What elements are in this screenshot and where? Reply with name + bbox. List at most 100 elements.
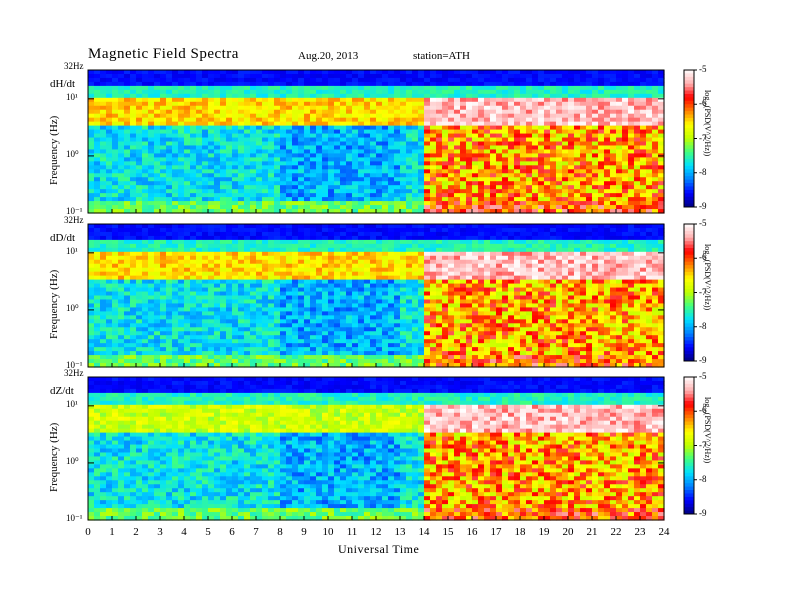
heatmap-cell <box>544 173 551 178</box>
heatmap-cell <box>472 85 479 91</box>
heatmap-cell <box>208 113 215 119</box>
heatmap-cell <box>250 93 257 99</box>
date-label: Aug.20, 2013 <box>298 50 359 62</box>
heatmap-cell <box>262 235 269 241</box>
heatmap-cell <box>232 323 239 328</box>
heatmap-cell <box>334 89 341 95</box>
heatmap-cell <box>322 125 329 131</box>
heatmap-cell <box>658 173 665 178</box>
heatmap-cell <box>274 101 281 107</box>
heatmap-cell <box>610 93 617 99</box>
heatmap-cell <box>496 201 503 206</box>
heatmap-cell <box>88 201 95 206</box>
heatmap-cell <box>658 141 665 147</box>
heatmap-cell <box>382 121 389 127</box>
heatmap-cell <box>172 323 179 328</box>
heatmap-cell <box>274 311 281 316</box>
heatmap-cell <box>322 327 329 332</box>
heatmap-cell <box>124 185 131 190</box>
heatmap-cell <box>322 113 329 119</box>
heatmap-cell <box>250 205 257 210</box>
heatmap-cell <box>592 157 599 162</box>
heatmap-cell <box>118 255 125 261</box>
heatmap-cell <box>202 267 209 273</box>
heatmap-cell <box>334 189 341 194</box>
heatmap-cell <box>256 209 263 214</box>
heatmap-cell <box>166 251 173 257</box>
heatmap-cell <box>208 307 215 312</box>
heatmap-cell <box>160 133 167 139</box>
heatmap-cell <box>190 177 197 182</box>
heatmap-cell <box>196 247 203 253</box>
heatmap-cell <box>556 169 563 174</box>
heatmap-cell <box>460 125 467 131</box>
heatmap-cell <box>532 81 539 87</box>
heatmap-cell <box>106 227 113 233</box>
heatmap-cell <box>208 247 215 253</box>
heatmap-cell <box>622 173 629 178</box>
heatmap-cell <box>232 197 239 202</box>
heatmap-cell <box>646 105 653 111</box>
heatmap-cell <box>94 343 101 348</box>
heatmap-cell <box>172 177 179 182</box>
heatmap-cell <box>358 157 365 162</box>
heatmap-cell <box>94 85 101 91</box>
heatmap-cell <box>268 259 275 265</box>
heatmap-cell <box>490 205 497 210</box>
heatmap-cell <box>244 113 251 119</box>
heatmap-cell <box>172 275 179 281</box>
heatmap-cell <box>418 85 425 91</box>
heatmap-cell <box>106 315 113 320</box>
heatmap-cell <box>106 161 113 166</box>
heatmap-cell <box>94 307 101 312</box>
heatmap-cell <box>292 185 299 190</box>
heatmap-cell <box>136 101 143 107</box>
heatmap-cell <box>616 113 623 119</box>
heatmap-cell <box>436 125 443 131</box>
heatmap-cell <box>304 243 311 249</box>
heatmap-cell <box>298 271 305 277</box>
heatmap-cell <box>520 73 527 79</box>
heatmap-cell <box>244 205 251 210</box>
heatmap-cell <box>154 109 161 115</box>
heatmap-cell <box>172 77 179 83</box>
heatmap-cell <box>118 133 125 139</box>
heatmap-cell <box>538 117 545 123</box>
heatmap-cell <box>208 157 215 162</box>
heatmap-cell <box>100 271 107 277</box>
heatmap-cell <box>208 105 215 111</box>
heatmap-cell <box>226 177 233 182</box>
heatmap-cell <box>280 117 287 123</box>
heatmap-cell <box>412 93 419 99</box>
heatmap-cell <box>304 77 311 83</box>
heatmap-cell <box>154 227 161 233</box>
heatmap-cell <box>100 287 107 293</box>
heatmap-cell <box>274 177 281 182</box>
heatmap-cell <box>112 117 119 123</box>
heatmap-cell <box>352 121 359 127</box>
heatmap-cell <box>520 77 527 83</box>
heatmap-cell <box>112 177 119 182</box>
heatmap-cell <box>610 137 617 143</box>
heatmap-cell <box>556 193 563 198</box>
heatmap-cell <box>346 189 353 194</box>
heatmap-cell <box>130 149 137 155</box>
heatmap-cell <box>280 157 287 162</box>
heatmap-cell <box>268 113 275 119</box>
heatmap-cell <box>292 251 299 257</box>
heatmap-cell <box>658 137 665 143</box>
heatmap-cell <box>154 359 161 364</box>
heatmap-cell <box>328 149 335 155</box>
heatmap-cell <box>460 113 467 119</box>
heatmap-cell <box>628 77 635 83</box>
heatmap-cell <box>496 113 503 119</box>
heatmap-cell <box>166 121 173 127</box>
heatmap-cell <box>88 165 95 170</box>
heatmap-cell <box>208 235 215 241</box>
heatmap-cell <box>244 299 251 305</box>
heatmap-cell <box>136 227 143 233</box>
heatmap-cell <box>394 77 401 83</box>
heatmap-cell <box>574 109 581 115</box>
heatmap-cell <box>292 295 299 301</box>
heatmap-cell <box>640 97 647 103</box>
